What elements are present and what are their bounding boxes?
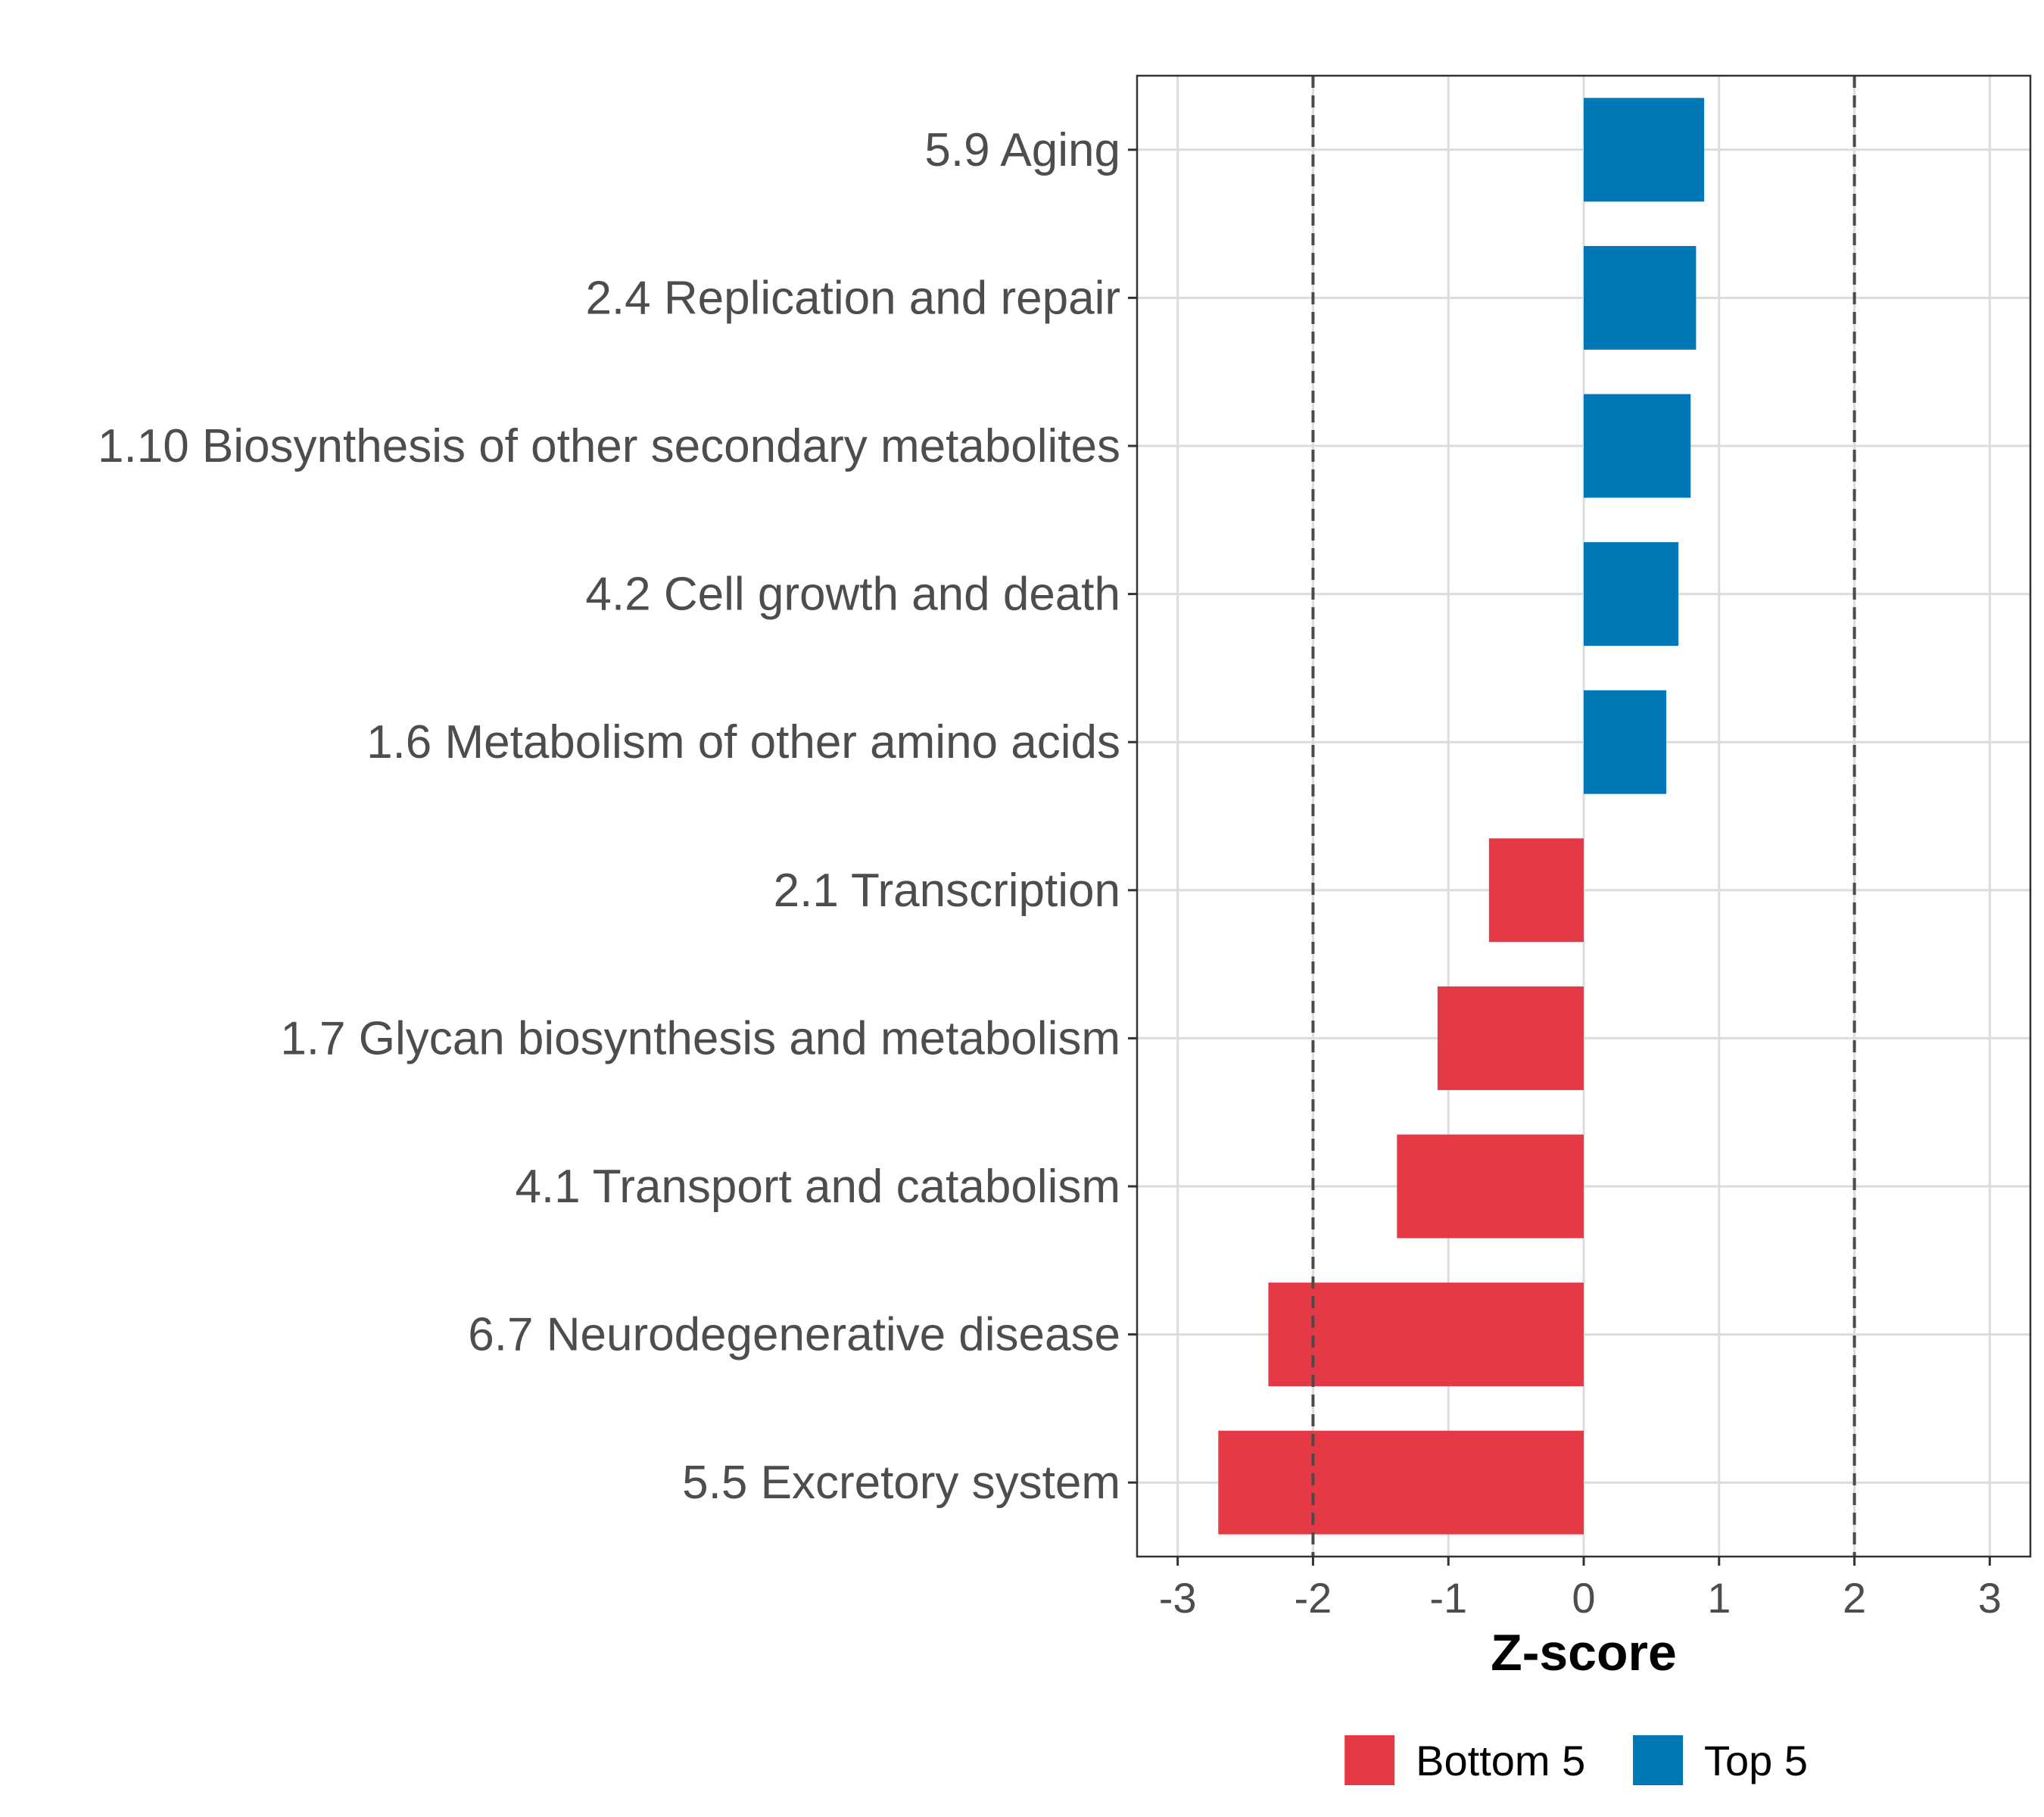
- bar-2: [1584, 245, 1697, 350]
- bar-9: [1268, 1282, 1584, 1387]
- category-label: 5.9 Aging: [924, 124, 1120, 176]
- legend: Bottom 5 Top 5: [1344, 1735, 1808, 1785]
- bar-5: [1584, 690, 1667, 794]
- bar-8: [1397, 1134, 1584, 1239]
- bar-3: [1584, 394, 1691, 498]
- x-tick-label: 1: [1707, 1574, 1731, 1622]
- x-tick-label: -2: [1295, 1574, 1332, 1622]
- category-label: 2.1 Transcription: [774, 865, 1120, 917]
- category-label: 2.4 Replication and repair: [585, 272, 1120, 324]
- category-label: 1.7 Glycan biosynthesis and metabolism: [280, 1012, 1120, 1064]
- category-label: 1.10 Biosynthesis of other secondary met…: [98, 420, 1120, 472]
- category-label: 4.2 Cell growth and death: [585, 569, 1120, 621]
- x-tick-label: -1: [1429, 1574, 1467, 1622]
- category-label: 4.1 Transport and catabolism: [515, 1161, 1120, 1213]
- legend-swatch: [1344, 1735, 1395, 1785]
- legend-label: Top 5: [1704, 1737, 1808, 1784]
- bar-1: [1584, 98, 1705, 202]
- bar-6: [1488, 838, 1584, 943]
- x-tick-label: 2: [1843, 1574, 1866, 1622]
- x-axis: -3 -2 -1 0 1 2 3: [1159, 1557, 2002, 1622]
- bar-4: [1584, 542, 1679, 647]
- reference-lines: [1311, 76, 1856, 1557]
- category-label: 1.6 Metabolism of other amino acids: [366, 716, 1120, 768]
- y-axis: 5.9 Aging 2.4 Replication and repair 1.10 …: [98, 124, 1137, 1509]
- category-label: 6.7 Neurodegenerative disease: [468, 1309, 1120, 1361]
- x-tick-label: 0: [1572, 1574, 1595, 1622]
- legend-swatch: [1633, 1735, 1684, 1785]
- bar-7: [1437, 986, 1584, 1090]
- bars: [1218, 98, 1705, 1535]
- x-tick-label: 3: [1978, 1574, 2002, 1622]
- legend-label: Bottom 5: [1416, 1737, 1585, 1784]
- x-tick-label: -3: [1159, 1574, 1197, 1622]
- x-axis-title: Z-score: [1491, 1624, 1677, 1681]
- bar-10: [1218, 1430, 1584, 1535]
- category-label: 5.5 Excretory system: [682, 1457, 1120, 1509]
